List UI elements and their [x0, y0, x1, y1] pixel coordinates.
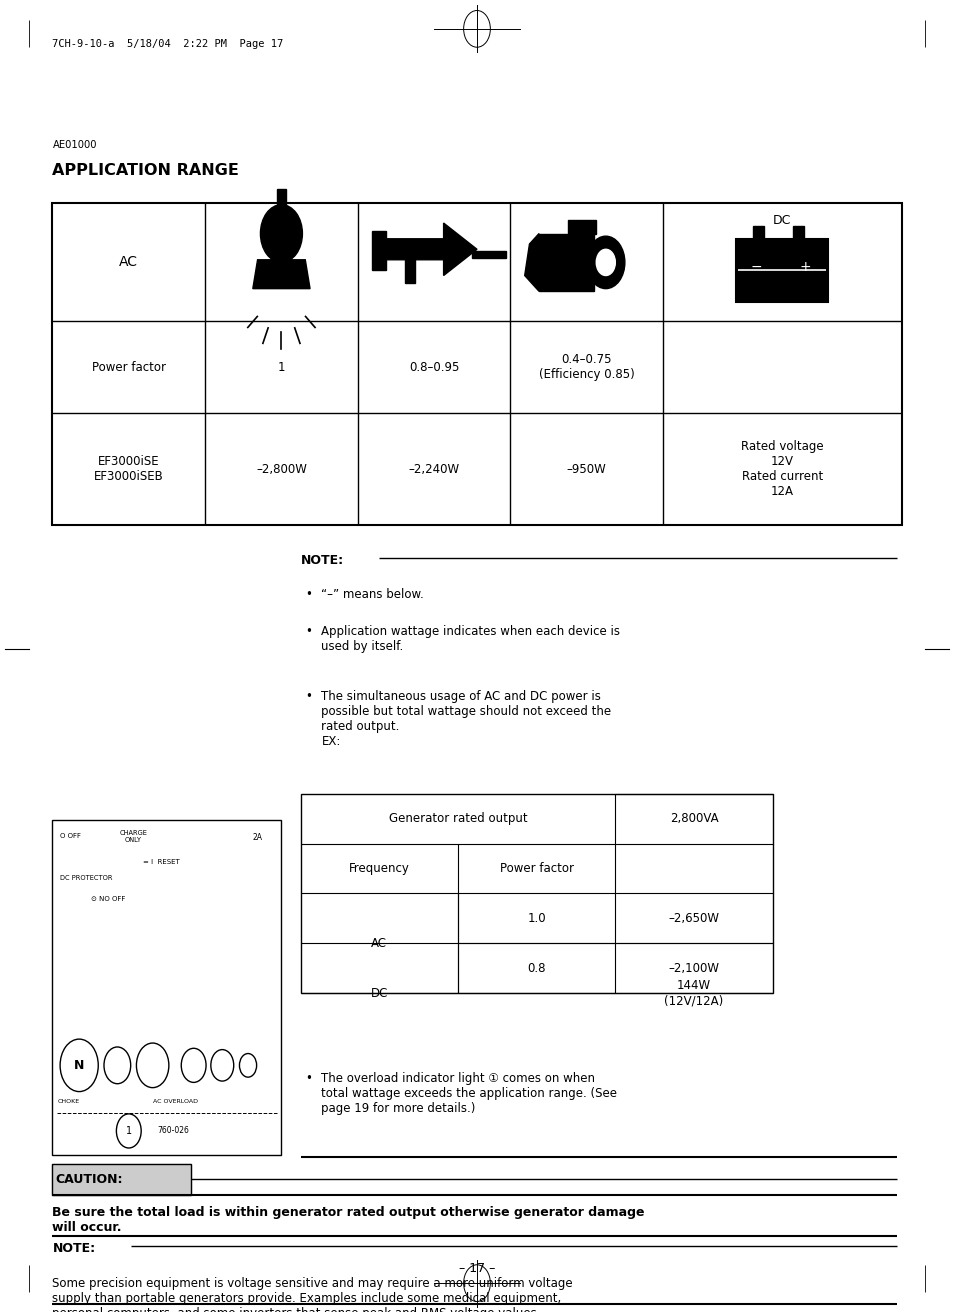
Text: Rated voltage
12V
Rated current
12A: Rated voltage 12V Rated current 12A — [740, 440, 822, 499]
Polygon shape — [524, 234, 538, 291]
Text: —: — — [530, 987, 542, 1000]
Text: 0.8: 0.8 — [527, 962, 545, 975]
Bar — [472, 251, 505, 258]
Bar — [300, 794, 772, 993]
Text: DC PROTECTOR: DC PROTECTOR — [60, 875, 112, 882]
Circle shape — [260, 205, 302, 262]
Text: •: • — [305, 690, 312, 703]
Text: Frequency: Frequency — [349, 862, 409, 875]
Text: The simultaneous usage of AC and DC power is
possible but total wattage should n: The simultaneous usage of AC and DC powe… — [321, 690, 611, 748]
Bar — [52, 203, 901, 525]
Text: N: N — [74, 1059, 84, 1072]
Text: EF3000iSE
EF3000iSEB: EF3000iSE EF3000iSEB — [93, 455, 164, 483]
Text: –2,100W: –2,100W — [668, 962, 719, 975]
Bar — [372, 231, 386, 270]
Text: 1: 1 — [126, 1126, 132, 1136]
Text: NOTE:: NOTE: — [300, 554, 343, 567]
Text: = I  RESET: = I RESET — [143, 859, 180, 866]
Text: ⊙ NO OFF: ⊙ NO OFF — [91, 896, 125, 903]
Circle shape — [586, 236, 624, 289]
Text: AE01000: AE01000 — [52, 140, 97, 151]
Text: •: • — [305, 588, 312, 601]
Text: AC: AC — [371, 937, 387, 950]
Bar — [567, 220, 596, 234]
Bar — [405, 257, 415, 283]
Bar — [538, 234, 594, 291]
Text: −: − — [750, 260, 761, 274]
Polygon shape — [253, 260, 310, 289]
Text: CAUTION:: CAUTION: — [55, 1173, 123, 1186]
Circle shape — [596, 249, 615, 276]
Text: – 17 –: – 17 – — [458, 1262, 495, 1275]
Bar — [752, 226, 763, 239]
Text: O OFF: O OFF — [60, 833, 81, 840]
Bar — [52, 1164, 191, 1195]
Text: •: • — [305, 625, 312, 638]
Bar — [736, 239, 827, 302]
Text: 144W
(12V/12A): 144W (12V/12A) — [663, 979, 723, 1008]
Text: DC: DC — [370, 987, 388, 1000]
Text: AC OVERLOAD: AC OVERLOAD — [152, 1099, 197, 1105]
Text: The overload indicator light ① comes on when
total wattage exceeds the applicati: The overload indicator light ① comes on … — [321, 1072, 617, 1115]
Text: AC: AC — [119, 256, 138, 269]
Text: CHARGE
ONLY: CHARGE ONLY — [119, 830, 148, 844]
Text: DC: DC — [772, 214, 791, 227]
Text: 0.8–0.95: 0.8–0.95 — [409, 361, 458, 374]
Text: Be sure the total load is within generator rated output otherwise generator dama: Be sure the total load is within generat… — [52, 1206, 644, 1233]
Text: 760-026: 760-026 — [157, 1127, 189, 1135]
Text: “–” means below.: “–” means below. — [321, 588, 424, 601]
Text: Power factor: Power factor — [499, 862, 573, 875]
Text: Application wattage indicates when each device is
used by itself.: Application wattage indicates when each … — [321, 625, 619, 652]
Text: Power factor: Power factor — [91, 361, 166, 374]
Text: 2A: 2A — [253, 833, 262, 842]
Text: NOTE:: NOTE: — [52, 1242, 95, 1256]
Text: 0.4–0.75
(Efficiency 0.85): 0.4–0.75 (Efficiency 0.85) — [538, 353, 634, 382]
Text: Generator rated output: Generator rated output — [388, 812, 527, 825]
Text: Some precision equipment is voltage sensitive and may require a more uniform vol: Some precision equipment is voltage sens… — [52, 1277, 579, 1312]
Text: •: • — [305, 1072, 312, 1085]
Text: –950W: –950W — [566, 463, 606, 475]
Text: APPLICATION RANGE: APPLICATION RANGE — [52, 163, 239, 177]
Text: –2,800W: –2,800W — [255, 463, 307, 475]
Bar — [52, 1164, 191, 1195]
Polygon shape — [381, 223, 476, 276]
Text: 7CH-9-10-a  5/18/04  2:22 PM  Page 17: 7CH-9-10-a 5/18/04 2:22 PM Page 17 — [52, 39, 283, 50]
Bar — [276, 189, 286, 205]
Bar — [52, 820, 281, 1155]
Text: 1: 1 — [277, 361, 285, 374]
Text: 2,800VA: 2,800VA — [669, 812, 718, 825]
Text: –2,240W: –2,240W — [408, 463, 459, 475]
Text: +: + — [799, 260, 810, 274]
Text: CHOKE: CHOKE — [57, 1099, 79, 1105]
Text: 1.0: 1.0 — [527, 912, 545, 925]
Text: –2,650W: –2,650W — [668, 912, 719, 925]
Bar — [793, 226, 803, 239]
